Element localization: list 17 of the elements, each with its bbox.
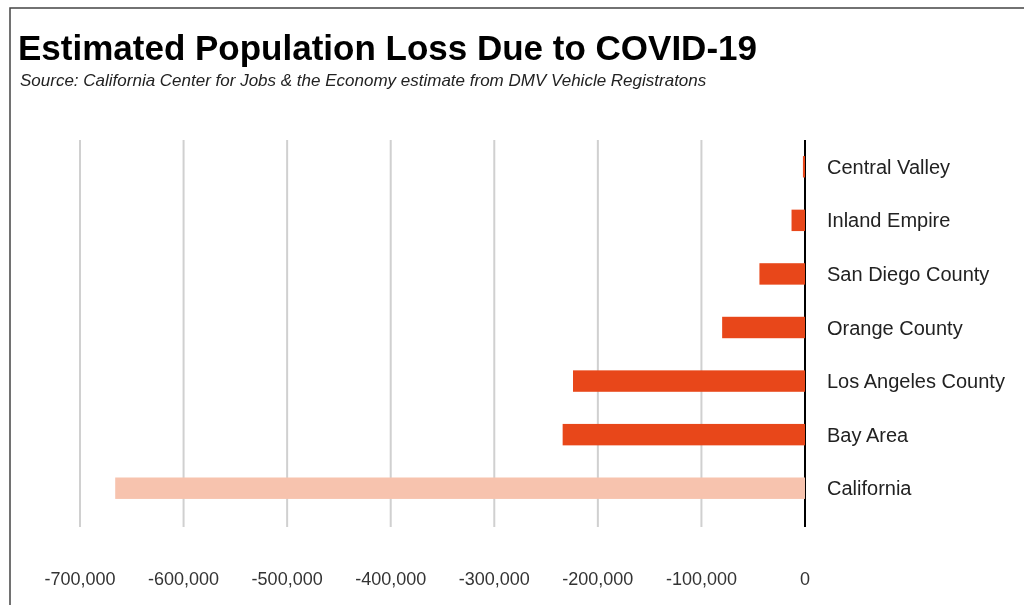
y-tick-label: San Diego County	[827, 262, 990, 285]
x-tick-label: 0	[799, 569, 811, 589]
y-tick-label: California	[827, 477, 913, 500]
source-note: Source: California Center for Jobs & the Economy estimate from DMV Vehicle Registratons	[20, 71, 707, 90]
y-tick-label: Inland Empire	[827, 209, 951, 232]
y-tick-label: Orange County	[827, 316, 963, 339]
y-tick-label: Bay Area	[827, 423, 910, 446]
chart-title: Estimated Population Loss Due to COVID-19	[18, 28, 757, 67]
x-tick-label: -400,000	[355, 569, 427, 589]
y-tick-label: Los Angeles County	[827, 370, 1005, 393]
y-tick-label: Central Valley	[827, 155, 951, 178]
x-tick-label: -700,000	[44, 569, 116, 589]
x-tick-label: -100,000	[665, 569, 737, 589]
x-tick-label: -600,000	[148, 569, 220, 589]
x-tick-label: -200,000	[562, 569, 634, 589]
x-tick-label: -300,000	[458, 569, 530, 589]
x-tick-label: -500,000	[251, 569, 323, 589]
